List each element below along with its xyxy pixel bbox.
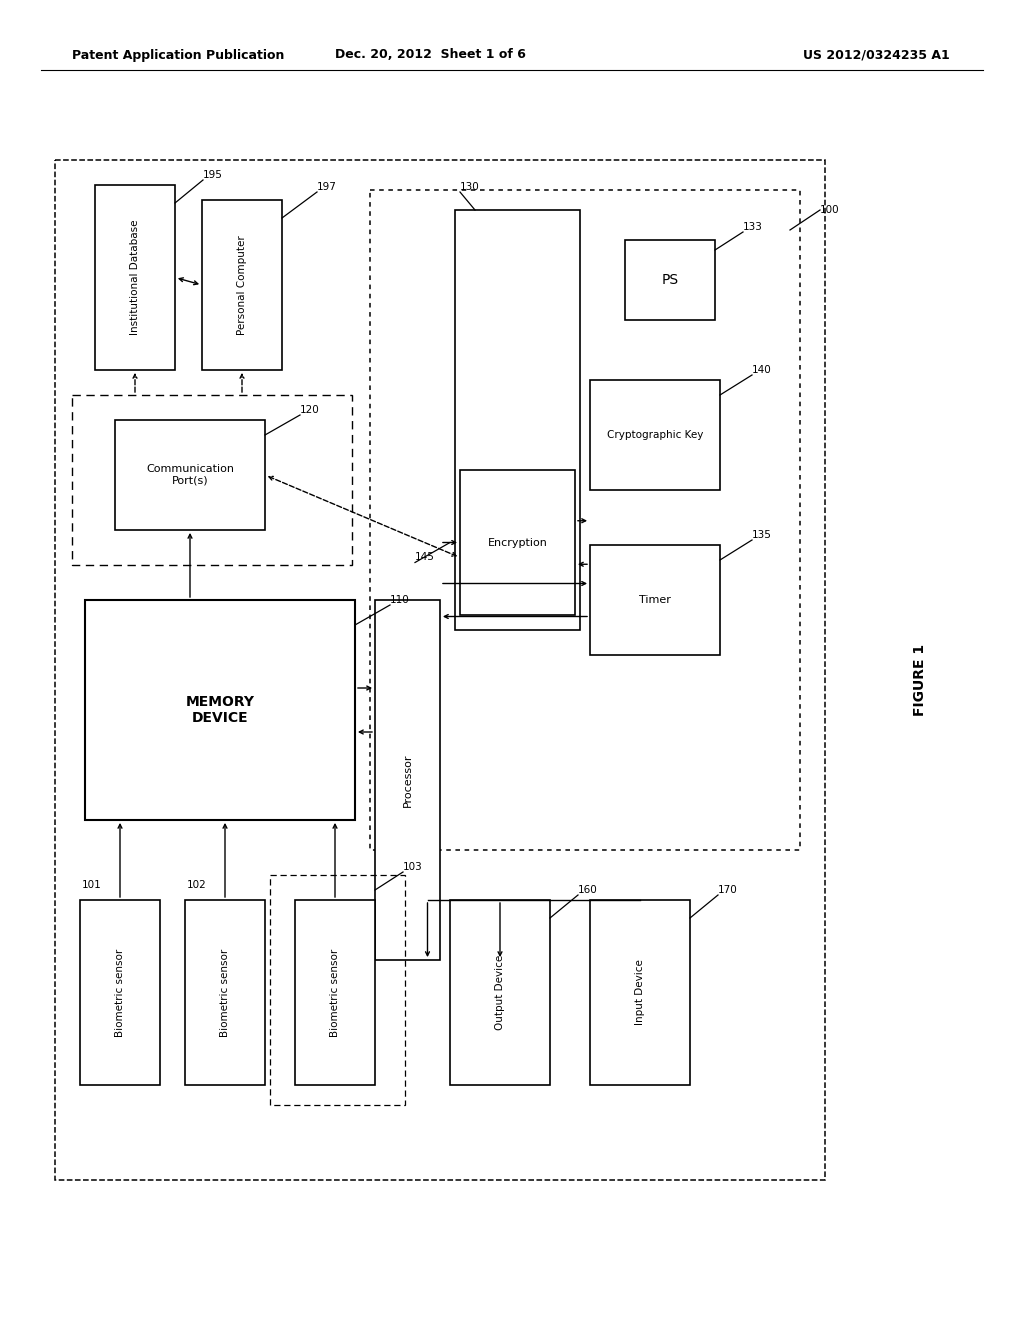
Text: 140: 140 <box>752 366 772 375</box>
Text: 195: 195 <box>203 170 223 180</box>
Text: 110: 110 <box>390 595 410 605</box>
Text: Personal Computer: Personal Computer <box>237 235 247 335</box>
Text: Dec. 20, 2012  Sheet 1 of 6: Dec. 20, 2012 Sheet 1 of 6 <box>335 49 525 62</box>
Bar <box>185 900 265 1085</box>
Text: 103: 103 <box>403 862 423 873</box>
Text: 130: 130 <box>460 182 480 191</box>
Bar <box>202 201 282 370</box>
Text: 197: 197 <box>317 182 337 191</box>
Text: Biometric sensor: Biometric sensor <box>330 948 340 1036</box>
Bar <box>590 900 690 1085</box>
Text: Patent Application Publication: Patent Application Publication <box>72 49 285 62</box>
Bar <box>270 875 406 1105</box>
Text: Timer: Timer <box>639 595 671 605</box>
Text: Biometric sensor: Biometric sensor <box>115 948 125 1036</box>
Bar <box>375 601 440 960</box>
Bar <box>590 380 720 490</box>
Text: 101: 101 <box>82 880 101 890</box>
Bar <box>72 395 352 565</box>
Text: Encryption: Encryption <box>487 537 548 548</box>
Bar <box>590 545 720 655</box>
Text: Cryptographic Key: Cryptographic Key <box>607 430 703 440</box>
Bar <box>85 601 355 820</box>
Text: 170: 170 <box>718 884 737 895</box>
Bar <box>295 900 375 1085</box>
Bar <box>455 210 580 630</box>
Text: MEMORY
DEVICE: MEMORY DEVICE <box>185 694 255 725</box>
Text: PS: PS <box>662 273 679 286</box>
Text: FIGURE 1: FIGURE 1 <box>913 644 927 715</box>
Text: 145: 145 <box>415 553 435 562</box>
Text: Institutional Database: Institutional Database <box>130 219 140 335</box>
Text: 135: 135 <box>752 531 772 540</box>
Bar <box>95 185 175 370</box>
Bar <box>80 900 160 1085</box>
Bar <box>460 470 575 615</box>
Bar <box>115 420 265 531</box>
Text: 160: 160 <box>578 884 598 895</box>
Bar <box>625 240 715 319</box>
Bar <box>55 160 825 1180</box>
Text: Input Device: Input Device <box>635 960 645 1026</box>
Text: 100: 100 <box>820 205 840 215</box>
Text: Communication
Port(s): Communication Port(s) <box>146 465 234 486</box>
Text: Processor: Processor <box>402 754 413 807</box>
Text: 102: 102 <box>187 880 207 890</box>
Text: 120: 120 <box>300 405 319 414</box>
Text: Output Device: Output Device <box>495 954 505 1030</box>
Bar <box>450 900 550 1085</box>
Text: Biometric sensor: Biometric sensor <box>220 948 230 1036</box>
Text: 133: 133 <box>743 222 763 232</box>
Bar <box>370 190 800 850</box>
Text: US 2012/0324235 A1: US 2012/0324235 A1 <box>803 49 950 62</box>
